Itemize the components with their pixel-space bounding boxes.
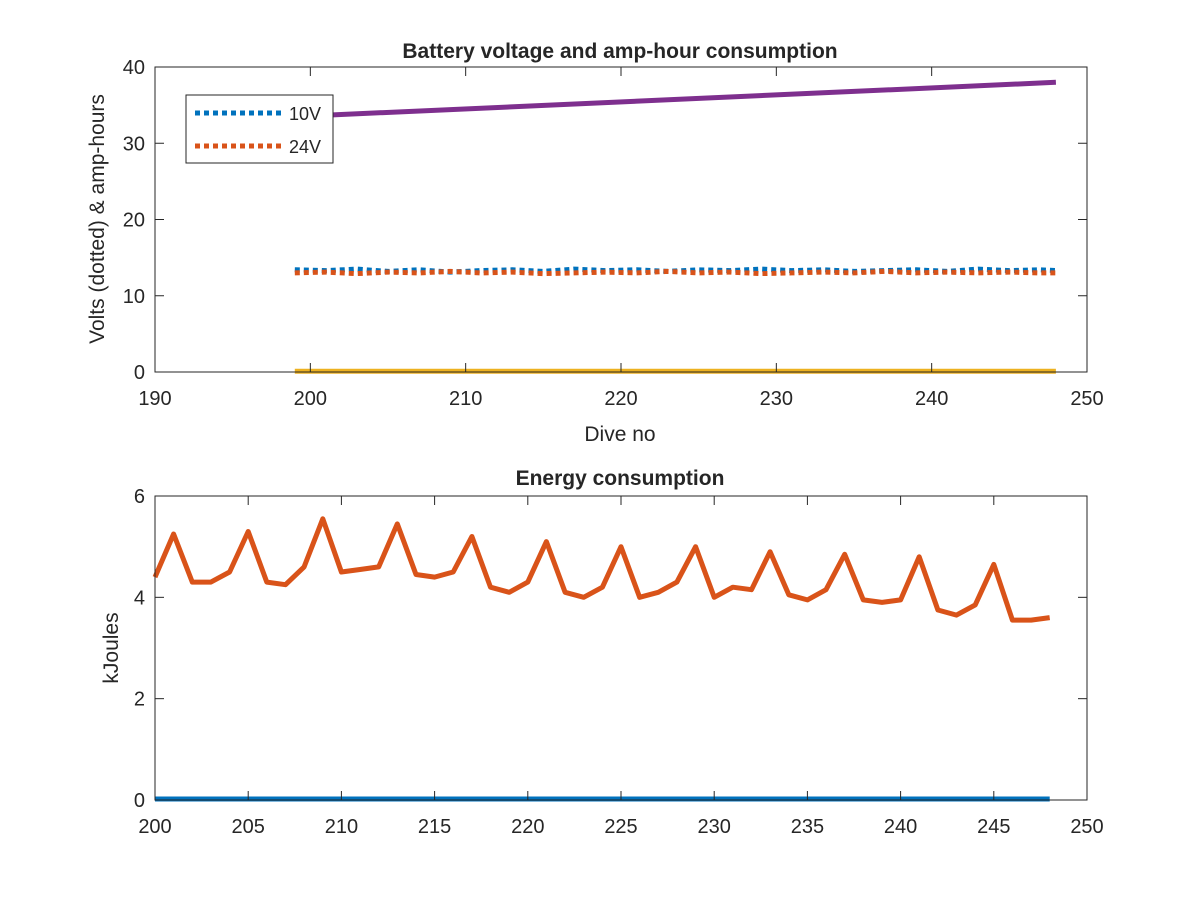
- y-tick-group: 0 2 4 6: [134, 486, 1087, 812]
- x-tick-label: 240: [884, 816, 917, 838]
- x-tick-label: 210: [325, 816, 358, 838]
- legend-label-24v: 24V: [289, 137, 321, 157]
- x-tick-group: 190 200 210 220 230 240 250: [138, 67, 1104, 410]
- y-tick-label: 2: [134, 689, 145, 711]
- series-group: [152, 516, 1051, 802]
- x-tick-label: 210: [449, 388, 482, 410]
- y-tick-label: 6: [134, 486, 145, 508]
- x-tick-label: 220: [511, 816, 544, 838]
- y-axis-label: kJoules: [100, 612, 123, 683]
- x-tick-label: 230: [760, 388, 793, 410]
- energy-subplot: Energy consumption 200 205 210 215 220 225 230…: [100, 467, 1104, 838]
- x-tick-group: 200 205 210 215 220 225 230 235 240 245 250: [138, 496, 1104, 838]
- x-tick-label: 235: [791, 816, 824, 838]
- voltage-subplot: Battery voltage and amp-hour consumption…: [86, 40, 1104, 446]
- x-tick-label: 220: [604, 388, 637, 410]
- y-axis-label: Volts (dotted) & amp-hours: [86, 94, 109, 344]
- legend-box: [185, 94, 334, 164]
- legend-label-10v: 10V: [289, 104, 321, 124]
- y-tick-label: 0: [134, 790, 145, 812]
- x-tick-label: 225: [604, 816, 637, 838]
- series-group: [294, 79, 1057, 374]
- y-tick-label: 0: [134, 362, 145, 384]
- chart-title: Energy consumption: [516, 467, 725, 490]
- y-tick-label: 4: [134, 587, 145, 609]
- y-tick-label: 20: [123, 210, 145, 232]
- y-tick-label: 30: [123, 133, 145, 155]
- legend: 10V 24V: [185, 94, 334, 164]
- x-axis-label: Dive no: [584, 423, 655, 446]
- x-tick-label: 240: [915, 388, 948, 410]
- x-tick-label: 250: [1070, 816, 1103, 838]
- x-tick-label: 205: [232, 816, 265, 838]
- axes-box: [154, 495, 1088, 801]
- x-tick-label: 200: [138, 816, 171, 838]
- series-line-24v: [294, 268, 1056, 277]
- x-tick-label: 230: [698, 816, 731, 838]
- x-tick-label: 200: [294, 388, 327, 410]
- y-tick-group: 0 10 20 30 40: [123, 57, 1087, 384]
- x-tick-label: 250: [1070, 388, 1103, 410]
- chart-title: Battery voltage and amp-hour consumption: [402, 40, 837, 63]
- y-tick-label: 40: [123, 57, 145, 79]
- series-line-2: [152, 516, 1051, 623]
- series-line-4: [294, 79, 1057, 120]
- x-tick-label: 245: [977, 816, 1010, 838]
- x-tick-label: 190: [138, 388, 171, 410]
- x-tick-label: 215: [418, 816, 451, 838]
- y-tick-label: 10: [123, 286, 145, 308]
